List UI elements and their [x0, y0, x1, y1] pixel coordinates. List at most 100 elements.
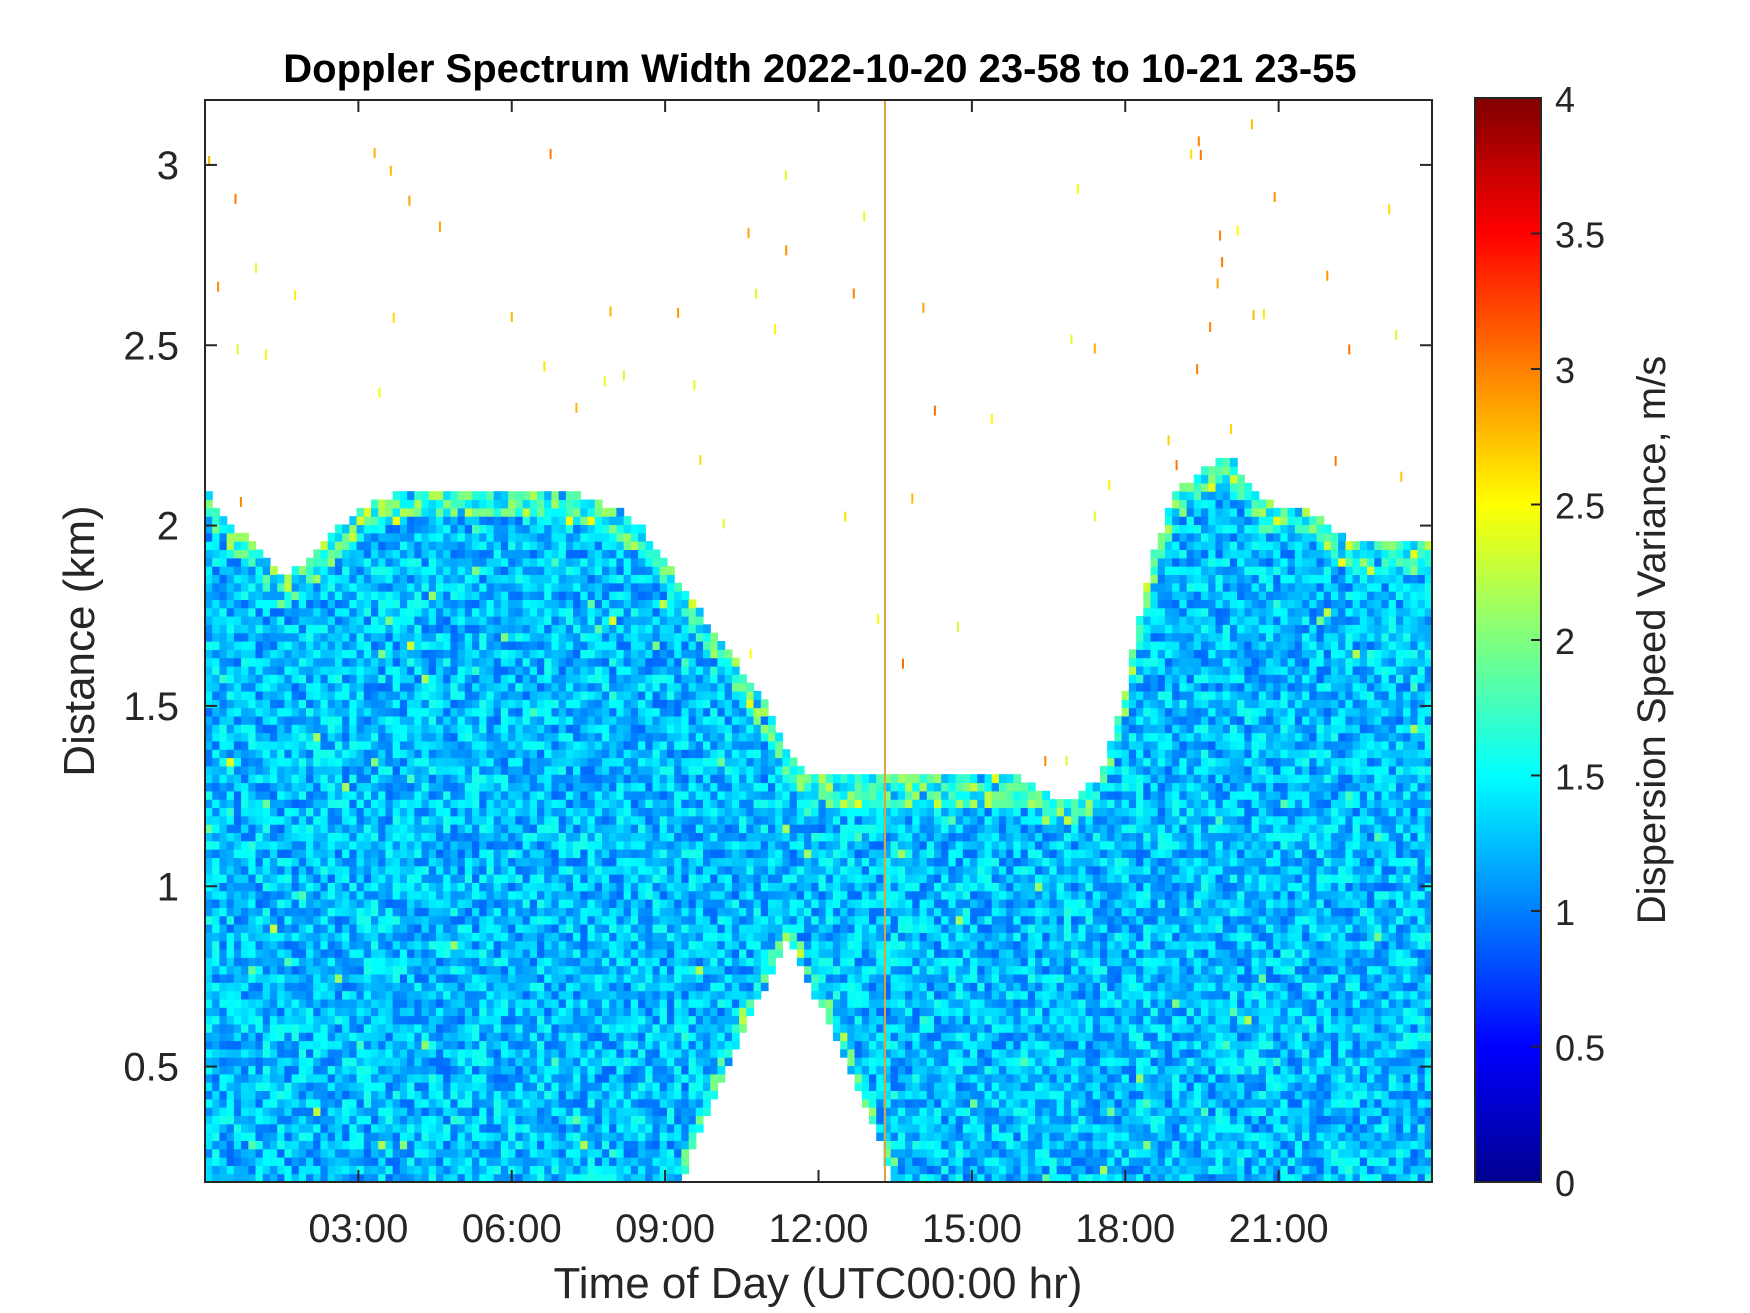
heatmap-cell	[327, 824, 336, 834]
heatmap-cell	[327, 591, 336, 600]
heatmap-cell	[313, 1090, 322, 1100]
heatmap-cell	[421, 1082, 430, 1092]
heatmap-cell	[529, 499, 538, 509]
heatmap-cell	[500, 982, 509, 992]
heatmap-cell	[580, 724, 589, 734]
heatmap-cell	[392, 607, 401, 617]
heatmap-cell	[472, 782, 480, 792]
heatmap-cell	[551, 607, 560, 617]
heatmap-cell	[580, 1082, 589, 1092]
heatmap-cell	[277, 998, 285, 1008]
heatmap-cell	[284, 599, 293, 609]
heatmap-cell	[472, 499, 480, 509]
heatmap-cell	[479, 1165, 488, 1175]
heatmap-cell	[638, 616, 646, 625]
heatmap-cell	[529, 1073, 538, 1083]
heatmap-cell	[558, 724, 567, 734]
heatmap-cell	[565, 1115, 574, 1125]
heatmap-cell	[537, 849, 545, 858]
heatmap-cell	[385, 990, 394, 1000]
heatmap-cell	[537, 990, 545, 1000]
heatmap-cell	[205, 865, 213, 875]
heatmap-cell	[255, 907, 264, 917]
heatmap-cell	[573, 1132, 581, 1141]
heatmap-cell	[226, 1123, 235, 1133]
heatmap-cell	[407, 1148, 415, 1158]
heatmap-cell	[565, 1032, 574, 1042]
heatmap-cell	[500, 765, 509, 775]
heatmap-cell	[334, 607, 343, 617]
heatmap-cell	[378, 616, 387, 625]
heatmap-cell	[457, 1107, 466, 1117]
heatmap-cell	[464, 799, 473, 809]
heatmap-cell	[378, 732, 387, 742]
heatmap-cell	[378, 1040, 387, 1050]
heatmap-cell	[233, 557, 242, 567]
heatmap-cell	[573, 1157, 581, 1166]
heatmap-cell	[616, 1073, 625, 1083]
heatmap-cell	[522, 849, 531, 858]
heatmap-cell	[414, 965, 423, 975]
heatmap-cell	[580, 857, 589, 867]
heatmap-cell	[515, 657, 524, 667]
heatmap-cell	[277, 840, 285, 850]
heatmap-cell	[219, 832, 228, 842]
heatmap-cell	[269, 715, 278, 725]
heatmap-cell	[277, 1007, 285, 1017]
heatmap-cell	[399, 649, 408, 659]
heatmap-cell	[327, 724, 336, 734]
heatmap-cell	[291, 857, 300, 867]
heatmap-cell	[248, 948, 257, 958]
heatmap-cell	[349, 665, 358, 675]
heatmap-cell	[291, 1040, 300, 1050]
heatmap-cell	[385, 790, 394, 800]
heatmap-cell	[349, 1057, 358, 1067]
heatmap-cell	[580, 882, 589, 892]
heatmap-cell	[565, 707, 574, 717]
heatmap-cell	[385, 907, 394, 917]
heatmap-cell	[537, 616, 545, 625]
heatmap-cell	[284, 1023, 293, 1033]
heatmap-cell	[457, 616, 466, 625]
heatmap-cell	[320, 715, 329, 725]
heatmap-cell	[342, 690, 350, 700]
heatmap-cell	[580, 774, 589, 784]
heatmap-cell	[421, 1015, 430, 1025]
heatmap-cell	[486, 599, 495, 609]
heatmap-cell	[277, 682, 285, 692]
heatmap-cell	[450, 765, 459, 775]
heatmap-cell	[472, 998, 480, 1008]
heatmap-cell	[255, 857, 264, 867]
heatmap-cell	[284, 715, 293, 725]
heatmap-cell	[472, 1165, 480, 1175]
heatmap-cell	[399, 641, 408, 650]
heatmap-cell	[630, 765, 639, 775]
heatmap-cell	[392, 998, 401, 1008]
heatmap-cell	[363, 574, 372, 584]
heatmap-cell	[515, 1098, 524, 1108]
heatmap-cell	[573, 1123, 581, 1133]
heatmap-cell	[262, 632, 271, 642]
heatmap-cell	[356, 849, 365, 858]
heatmap-cell	[529, 957, 538, 967]
heatmap-cell	[385, 874, 394, 883]
heatmap-cell	[241, 840, 249, 850]
heatmap-cell	[399, 1073, 408, 1083]
heatmap-cell	[421, 732, 430, 742]
heatmap-cell	[515, 840, 524, 850]
heatmap-cell	[544, 923, 553, 933]
heatmap-cell	[493, 1132, 502, 1141]
heatmap-cell	[515, 1048, 524, 1058]
heatmap-cell	[558, 715, 567, 725]
heatmap-cell	[241, 665, 249, 675]
heatmap-cell	[392, 541, 401, 551]
heatmap-cell	[435, 1115, 444, 1125]
heatmap-cell	[537, 998, 545, 1008]
heatmap-cell	[522, 690, 531, 700]
heatmap-cell	[479, 1148, 488, 1158]
heatmap-cell	[515, 1082, 524, 1092]
heatmap-cell	[356, 915, 365, 925]
heatmap-cell	[630, 1057, 639, 1067]
heatmap-cell	[537, 749, 545, 759]
heatmap-cell	[371, 1073, 379, 1083]
